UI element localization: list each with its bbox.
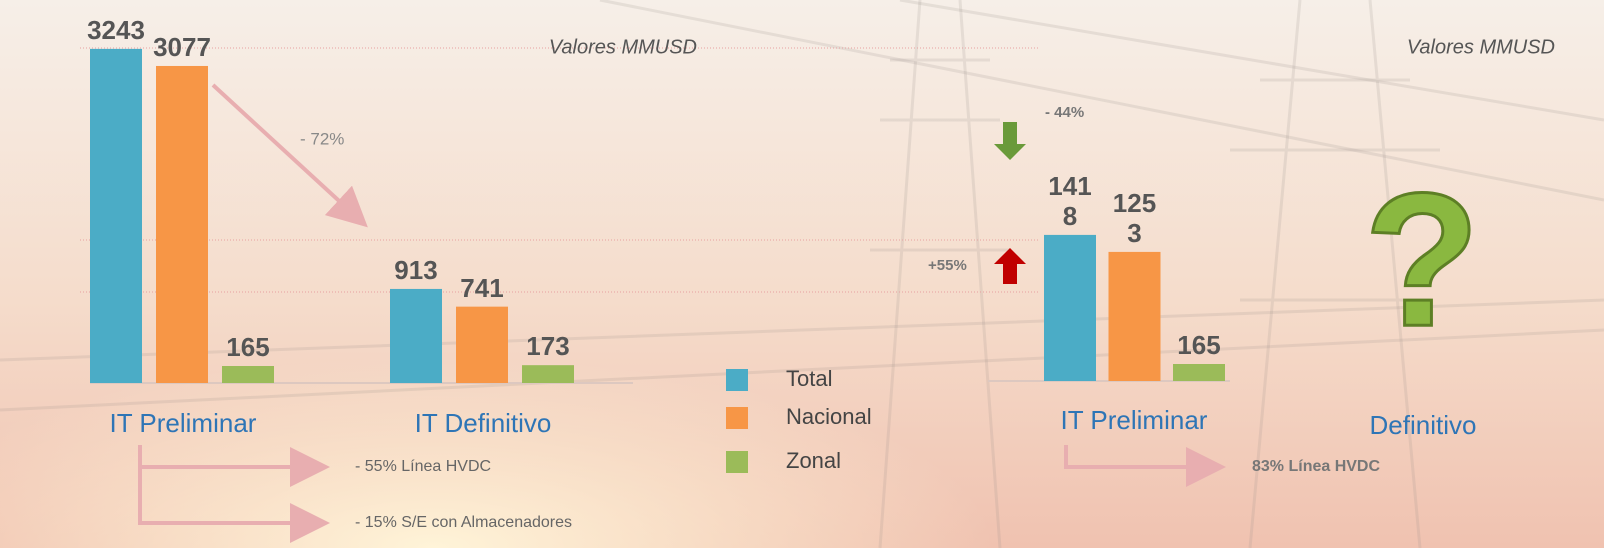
value-label: 173: [526, 331, 569, 361]
value-label: 741: [460, 273, 503, 303]
value-label-wrap: 1418: [1047, 165, 1093, 231]
legend-label: Zonal: [786, 448, 841, 473]
value-label-box: 3077: [142, 0, 222, 62]
value-label-wrap: 1253: [1112, 182, 1158, 248]
bar: [90, 49, 142, 383]
value-label: 165: [226, 332, 269, 362]
annotation: Valores MMUSD: [1407, 36, 1555, 58]
category-label: IT Preliminar: [110, 408, 257, 438]
bar: [456, 307, 508, 383]
legend-label: Nacional: [786, 404, 872, 429]
annotation: - 72%: [300, 129, 344, 148]
bar: [1109, 252, 1161, 381]
value-label-box: 173: [508, 295, 588, 361]
category-label: IT Definitivo: [415, 408, 552, 438]
category-label: IT Preliminar: [1061, 405, 1208, 435]
bar: [222, 366, 274, 383]
legend-swatch: [726, 451, 748, 473]
question-mark: ?: [1364, 154, 1480, 366]
value-label-wrap: 173: [508, 295, 588, 361]
value-label-box: 1253: [1112, 182, 1158, 248]
legend-label: Total: [786, 366, 832, 391]
value-label-wrap: 3077: [142, 0, 222, 62]
value-label-box: 165: [208, 296, 288, 362]
value-label-box: 1418: [1047, 165, 1093, 231]
annotation: - 44%: [1045, 104, 1084, 121]
value-label-box: 165: [1176, 294, 1222, 360]
bar: [1044, 235, 1096, 381]
annotation: 83% Línea HVDC: [1252, 458, 1380, 475]
bar: [522, 365, 574, 383]
legend-swatch: [726, 369, 748, 391]
bar: [390, 289, 442, 383]
value-label: 1418: [1047, 171, 1093, 231]
annotation: - 15% S/E con Almacenadores: [355, 514, 572, 531]
bar: [156, 66, 208, 383]
value-label: 1253: [1112, 188, 1158, 248]
category-label: Definitivo: [1370, 410, 1477, 440]
value-label: 3243: [87, 15, 145, 45]
bar: [1173, 364, 1225, 381]
value-label: 3077: [153, 32, 211, 62]
legend-swatch: [726, 407, 748, 429]
annotation: +55%: [928, 257, 967, 274]
annotation: - 55% Línea HVDC: [355, 458, 491, 475]
value-label: 165: [1177, 330, 1220, 360]
value-label-wrap: 165: [1176, 294, 1222, 360]
slide: ? IT Preliminar 3243 3077 165 IT Definitivo 9…: [0, 0, 1604, 548]
annotation: Valores MMUSD: [549, 36, 697, 58]
value-label-wrap: 165: [208, 296, 288, 362]
value-label-box: 741: [442, 237, 522, 303]
value-label-wrap: 741: [442, 237, 522, 303]
value-label: 913: [394, 255, 437, 285]
